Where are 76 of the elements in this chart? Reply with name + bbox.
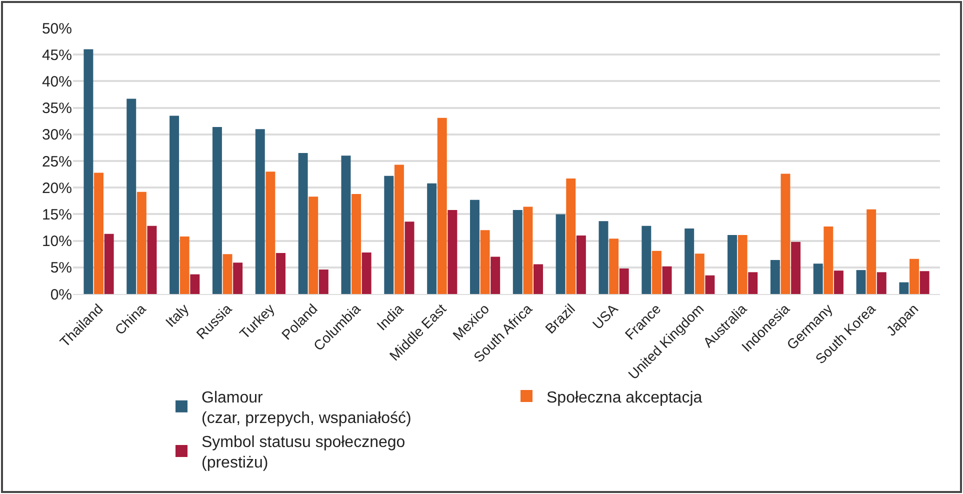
y-tick-label: 15% bbox=[42, 206, 72, 224]
bar bbox=[126, 98, 136, 294]
bar bbox=[222, 254, 232, 294]
bar bbox=[384, 176, 394, 294]
bar bbox=[748, 272, 758, 294]
bar bbox=[523, 206, 533, 294]
bar bbox=[920, 271, 930, 294]
y-tick-label: 10% bbox=[42, 233, 72, 250]
bar bbox=[705, 275, 715, 294]
bar bbox=[899, 282, 909, 294]
bar bbox=[394, 164, 404, 294]
bar bbox=[490, 256, 500, 294]
bar bbox=[136, 192, 146, 294]
bar bbox=[876, 272, 886, 294]
bar bbox=[642, 226, 652, 294]
bar bbox=[770, 260, 780, 294]
bar bbox=[866, 209, 876, 294]
bar bbox=[856, 270, 866, 294]
bar bbox=[576, 235, 586, 294]
bar bbox=[276, 253, 286, 294]
bar bbox=[266, 172, 276, 294]
y-tick-label: 45% bbox=[42, 46, 72, 64]
y-tick-label: 40% bbox=[42, 73, 72, 90]
bar bbox=[609, 238, 619, 294]
bar bbox=[404, 222, 414, 294]
bar bbox=[824, 226, 834, 294]
bar bbox=[694, 254, 704, 294]
bar bbox=[104, 234, 114, 294]
bar bbox=[662, 266, 672, 294]
bar bbox=[598, 221, 608, 294]
bar bbox=[780, 174, 790, 294]
bar bbox=[619, 268, 629, 294]
bar bbox=[94, 172, 104, 294]
bar bbox=[318, 270, 328, 294]
bar bbox=[566, 178, 576, 294]
bar bbox=[362, 252, 372, 294]
bar bbox=[180, 236, 190, 294]
y-tick-label: 25% bbox=[42, 153, 72, 170]
bar bbox=[255, 129, 265, 294]
bar bbox=[834, 270, 844, 294]
bar bbox=[298, 153, 308, 294]
bar bbox=[728, 234, 737, 294]
bar bbox=[684, 228, 694, 294]
bar bbox=[308, 196, 318, 294]
x-tick-label: USA bbox=[589, 300, 622, 332]
bar bbox=[427, 183, 437, 294]
legend-label: Społeczna akceptacja bbox=[546, 389, 702, 406]
bar bbox=[738, 234, 748, 294]
bar bbox=[470, 200, 480, 294]
y-tick-label: 35% bbox=[42, 100, 72, 118]
bar bbox=[512, 210, 522, 294]
bar bbox=[652, 250, 662, 294]
bar bbox=[534, 264, 543, 294]
bar bbox=[147, 226, 157, 294]
bar bbox=[791, 242, 801, 294]
bar bbox=[448, 210, 458, 294]
bar bbox=[352, 194, 362, 294]
bar bbox=[190, 274, 200, 294]
bar bbox=[910, 258, 919, 294]
bar bbox=[84, 49, 94, 294]
bar bbox=[813, 264, 823, 294]
y-tick-label: 30% bbox=[42, 126, 72, 144]
bar bbox=[212, 126, 222, 294]
bar bbox=[437, 118, 447, 294]
bar bbox=[341, 156, 351, 294]
legend-label: Glamour (czar, przepych, wspaniałość) bbox=[202, 389, 412, 428]
bar bbox=[556, 214, 566, 294]
bar bbox=[170, 116, 180, 294]
y-tick-label: 50% bbox=[42, 20, 72, 38]
y-tick-label: 5% bbox=[50, 260, 72, 277]
bar bbox=[233, 262, 243, 294]
legend-label: Symbol statusu społecznego (prestiżu) bbox=[202, 434, 406, 472]
y-tick-label: 0% bbox=[50, 286, 72, 304]
y-tick-label: 20% bbox=[42, 180, 72, 197]
x-tick-label: Italy bbox=[162, 300, 192, 330]
bar bbox=[480, 230, 490, 294]
